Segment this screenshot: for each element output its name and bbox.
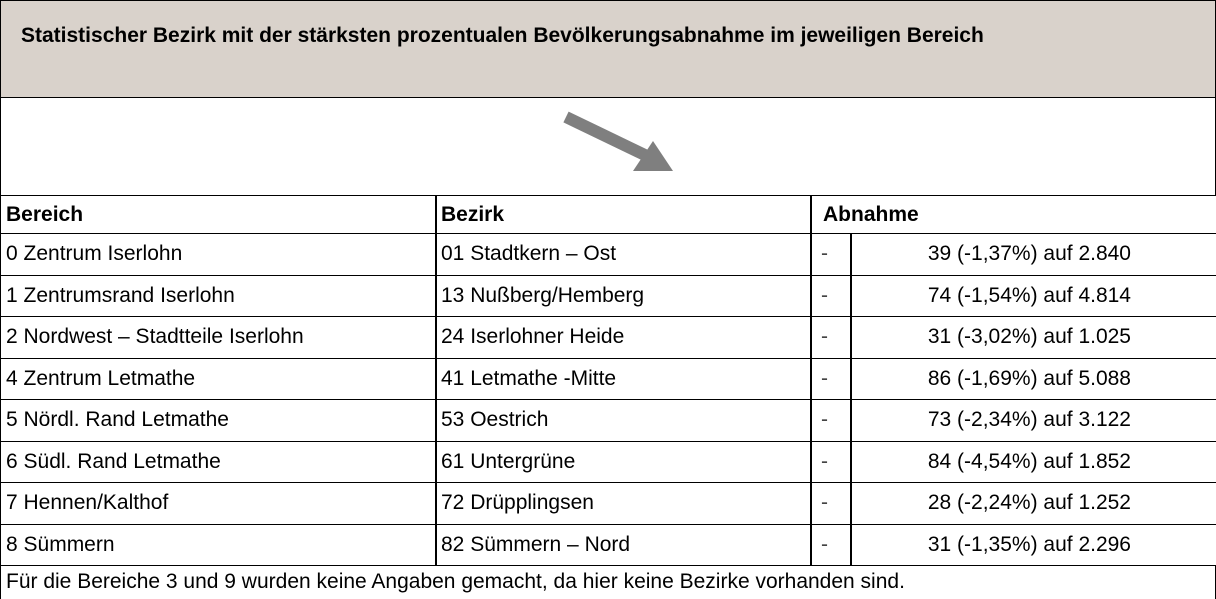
body-cell: 61 Untergrüne (435, 440, 812, 483)
body-cell: 72 Drüpplingsen (435, 482, 812, 525)
sign-cell: - (810, 233, 852, 276)
body-cell: 28 (-2,24%) auf 1.252 (850, 482, 1216, 525)
sign-cell: - (810, 440, 852, 483)
body-cell: 2 Nordwest – Stadtteile Iserlohn (0, 316, 437, 359)
sign-cell: - (810, 357, 852, 400)
body-cell: 74 (-1,54%) auf 4.814 (850, 274, 1216, 317)
header-cell: Bereich (0, 195, 437, 234)
header-cell: Abnahme (810, 195, 1216, 234)
body-cell: 84 (-4,54%) auf 1.852 (850, 440, 1216, 483)
body-cell: 82 Sümmern – Nord (435, 523, 812, 566)
body-cell: 39 (-1,37%) auf 2.840 (850, 233, 1216, 276)
body-cell: 86 (-1,69%) auf 5.088 (850, 357, 1216, 400)
sign-cell: - (810, 482, 852, 525)
body-cell: 1 Zentrumsrand Iserlohn (0, 274, 437, 317)
sign-cell: - (810, 523, 852, 566)
body-cell: 31 (-3,02%) auf 1.025 (850, 316, 1216, 359)
header-cell: Bezirk (435, 195, 812, 234)
body-cell: 24 Iserlohner Heide (435, 316, 812, 359)
sign-cell: - (810, 316, 852, 359)
body-cell: 31 (-1,35%) auf 2.296 (850, 523, 1216, 566)
sign-cell: - (810, 399, 852, 442)
body-cell: 01 Stadtkern – Ost (435, 233, 812, 276)
body-cell: 7 Hennen/Kalthof (0, 482, 437, 525)
arrow-area (0, 97, 1216, 196)
body-cell: 8 Sümmern (0, 523, 437, 566)
body-cell: 13 Nußberg/Hemberg (435, 274, 812, 317)
body-cell: 53 Oestrich (435, 399, 812, 442)
body-cell: 6 Südl. Rand Letmathe (0, 440, 437, 483)
body-cell: 0 Zentrum Iserlohn (0, 233, 437, 276)
body-cell: 73 (-2,34%) auf 3.122 (850, 399, 1216, 442)
body-cell: 4 Zentrum Letmathe (0, 357, 437, 400)
arrow-shaft (563, 111, 652, 163)
body-cell: 5 Nördl. Rand Letmathe (0, 399, 437, 442)
sign-cell: - (810, 274, 852, 317)
title: Statistischer Bezirk mit der stärksten p… (0, 0, 1216, 98)
arrow-head (633, 141, 673, 171)
body-cell: 41 Letmathe -Mitte (435, 357, 812, 400)
footnote: Für die Bereiche 3 und 9 wurden keine An… (0, 565, 1216, 599)
arrow (563, 111, 673, 171)
